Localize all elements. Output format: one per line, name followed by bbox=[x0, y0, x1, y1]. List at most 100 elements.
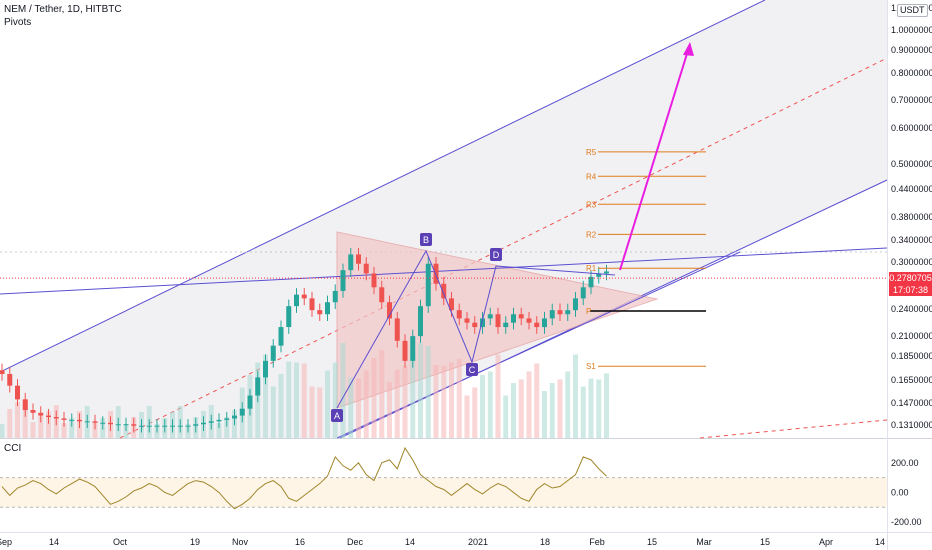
price-axis-tick: 0.1310000 bbox=[891, 420, 932, 430]
time-axis-tick: Apr bbox=[819, 537, 833, 547]
volume-bar bbox=[534, 363, 540, 438]
candle-body bbox=[30, 410, 36, 413]
pivot-label-S1: S1 bbox=[586, 362, 596, 371]
candle-body bbox=[379, 287, 385, 303]
candle-body bbox=[84, 421, 90, 423]
candle-body bbox=[480, 318, 485, 328]
time-axis-tick: 2021 bbox=[468, 537, 488, 547]
channel-mid-line bbox=[119, 57, 888, 439]
candle-body bbox=[356, 254, 361, 264]
volume-bar bbox=[61, 423, 67, 438]
candle-body bbox=[348, 254, 354, 271]
volume-bar bbox=[604, 373, 609, 438]
candle-body bbox=[177, 425, 183, 427]
time-axis-tick: 14 bbox=[875, 537, 885, 547]
candle-body bbox=[441, 283, 447, 299]
volume-bar bbox=[511, 383, 516, 438]
candle-body bbox=[511, 314, 516, 323]
last-price-tag: 0.2780705 17:07:38 bbox=[889, 272, 932, 296]
volume-bar bbox=[433, 365, 439, 438]
volume-bar bbox=[363, 370, 369, 438]
cci-axis-tick: 200.00 bbox=[891, 458, 919, 468]
candle-body bbox=[425, 263, 431, 307]
candle-body bbox=[294, 294, 299, 307]
price-axis-tick: 0.5000000 bbox=[891, 159, 932, 169]
volume-bar bbox=[418, 343, 423, 438]
candle-body bbox=[604, 271, 609, 274]
price-axis-tick: 1.0000000 bbox=[891, 25, 932, 35]
candle-body bbox=[100, 422, 106, 424]
volume-bar bbox=[495, 354, 501, 438]
pattern-label-C: C bbox=[469, 365, 476, 375]
volume-bar bbox=[340, 343, 346, 438]
price-axis-tick: 0.4400000 bbox=[891, 184, 932, 194]
volume-bar bbox=[278, 374, 284, 438]
volume-bar bbox=[580, 386, 586, 438]
candle-body bbox=[472, 322, 478, 328]
price-axis-tick: 0.7000000 bbox=[891, 95, 932, 105]
time-axis-tick: Oct bbox=[113, 537, 128, 547]
volume-bar bbox=[92, 423, 98, 438]
candle-body bbox=[255, 377, 261, 396]
candle-body bbox=[131, 424, 137, 426]
candle-body bbox=[309, 298, 315, 311]
volume-bar bbox=[216, 423, 222, 438]
candle-body bbox=[193, 424, 199, 426]
volume-bar bbox=[565, 371, 571, 438]
time-axis-tick: 18 bbox=[540, 537, 550, 547]
candle-body bbox=[387, 302, 392, 319]
volume-bar bbox=[22, 398, 28, 438]
cci-axis-tick: 0.00 bbox=[891, 487, 909, 497]
cci-axis-tick: -200.00 bbox=[891, 517, 922, 527]
candle-body bbox=[317, 310, 323, 315]
pivots-indicator-label[interactable]: Pivots bbox=[4, 17, 32, 28]
volume-bar bbox=[573, 354, 578, 438]
symbol-title: NEM / Tether, 1D, HITBTC bbox=[4, 4, 122, 15]
volume-bar bbox=[503, 395, 509, 438]
time-axis-tick: 16 bbox=[295, 537, 305, 547]
price-axis-tick: 0.3000000 bbox=[891, 257, 932, 267]
price-axis-tick: 0.9000000 bbox=[891, 45, 932, 55]
time-axis-tick: Dec bbox=[347, 537, 364, 547]
volume-bar bbox=[456, 359, 462, 438]
candle-body bbox=[224, 418, 230, 420]
candle-body bbox=[410, 336, 416, 361]
candle-body bbox=[232, 415, 237, 419]
time-axis-tick: Nov bbox=[232, 537, 249, 547]
pattern-label-A: A bbox=[334, 411, 340, 421]
volume-bar bbox=[286, 361, 292, 438]
volume-bar bbox=[301, 363, 307, 438]
candle-body bbox=[123, 424, 129, 426]
candle-body bbox=[22, 399, 28, 411]
volume-bar bbox=[464, 395, 470, 438]
volume-bar bbox=[46, 411, 51, 438]
cci-indicator-label[interactable]: CCI bbox=[4, 443, 22, 454]
candle-body bbox=[456, 310, 462, 319]
candle-body bbox=[402, 340, 408, 361]
candle-body bbox=[61, 418, 67, 420]
volume-bar bbox=[487, 371, 493, 438]
candle-body bbox=[239, 408, 245, 416]
pattern-label-D: D bbox=[493, 250, 500, 260]
price-candles bbox=[0, 247, 609, 433]
volume-bar bbox=[224, 417, 230, 438]
time-axis-tick: 15 bbox=[647, 537, 657, 547]
price-axis-tick: 0.1650000 bbox=[891, 375, 932, 385]
time-axis-tick: 19 bbox=[190, 537, 200, 547]
candle-body bbox=[596, 273, 602, 277]
candle-body bbox=[573, 298, 578, 311]
candle-body bbox=[286, 306, 292, 328]
volume-bar bbox=[69, 418, 75, 438]
candle-body bbox=[92, 421, 98, 423]
currency-badge[interactable]: USDT bbox=[897, 4, 928, 17]
candle-body bbox=[340, 270, 346, 291]
resistance-trendline bbox=[0, 247, 888, 295]
channel-fill bbox=[0, 0, 887, 438]
candle-body bbox=[216, 419, 222, 422]
time-axis-tick: Sep bbox=[0, 537, 12, 547]
price-axis-tick: 0.3800000 bbox=[891, 212, 932, 222]
candle-body bbox=[162, 425, 168, 427]
volume-bar bbox=[371, 358, 377, 438]
candle-body bbox=[278, 327, 284, 346]
